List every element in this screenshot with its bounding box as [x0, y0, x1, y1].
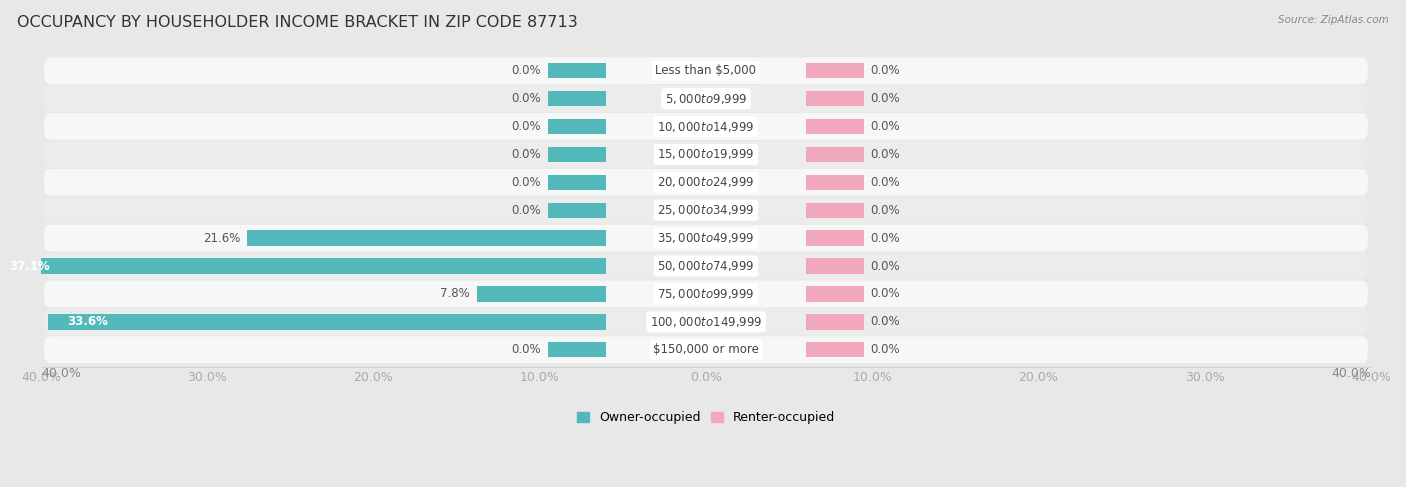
Text: $100,000 to $149,999: $100,000 to $149,999: [650, 315, 762, 329]
Text: 0.0%: 0.0%: [512, 176, 541, 189]
Text: $35,000 to $49,999: $35,000 to $49,999: [657, 231, 755, 245]
Bar: [806, 63, 863, 78]
Bar: [806, 91, 863, 106]
Text: $25,000 to $34,999: $25,000 to $34,999: [657, 203, 755, 217]
Bar: [548, 119, 606, 134]
Text: 40.0%: 40.0%: [1331, 367, 1371, 379]
FancyBboxPatch shape: [44, 197, 1368, 224]
Text: Less than $5,000: Less than $5,000: [655, 64, 756, 77]
Bar: [0, 259, 606, 274]
Bar: [806, 286, 863, 301]
Bar: [548, 147, 606, 162]
Bar: [548, 175, 606, 190]
Text: 0.0%: 0.0%: [870, 316, 900, 328]
Text: 40.0%: 40.0%: [41, 367, 80, 379]
Bar: [806, 175, 863, 190]
Text: 0.0%: 0.0%: [512, 204, 541, 217]
Text: $15,000 to $19,999: $15,000 to $19,999: [657, 148, 755, 161]
Text: 0.0%: 0.0%: [870, 176, 900, 189]
Text: 0.0%: 0.0%: [870, 148, 900, 161]
Text: 0.0%: 0.0%: [512, 120, 541, 133]
Bar: [247, 230, 606, 246]
Bar: [806, 203, 863, 218]
Text: 21.6%: 21.6%: [202, 232, 240, 244]
Text: 37.1%: 37.1%: [10, 260, 51, 273]
FancyBboxPatch shape: [44, 308, 1368, 335]
Text: $20,000 to $24,999: $20,000 to $24,999: [657, 175, 755, 189]
Text: 0.0%: 0.0%: [512, 148, 541, 161]
Text: 0.0%: 0.0%: [870, 204, 900, 217]
Text: 0.0%: 0.0%: [870, 343, 900, 356]
Bar: [548, 342, 606, 357]
Bar: [477, 286, 606, 301]
Bar: [548, 91, 606, 106]
Text: 0.0%: 0.0%: [512, 343, 541, 356]
FancyBboxPatch shape: [44, 337, 1368, 363]
Text: 0.0%: 0.0%: [870, 260, 900, 273]
Bar: [806, 230, 863, 246]
Bar: [806, 119, 863, 134]
Text: 0.0%: 0.0%: [870, 232, 900, 244]
FancyBboxPatch shape: [44, 113, 1368, 140]
FancyBboxPatch shape: [44, 169, 1368, 196]
Text: 0.0%: 0.0%: [512, 64, 541, 77]
Bar: [548, 63, 606, 78]
FancyBboxPatch shape: [44, 141, 1368, 168]
FancyBboxPatch shape: [44, 225, 1368, 252]
Text: $50,000 to $74,999: $50,000 to $74,999: [657, 259, 755, 273]
Bar: [806, 342, 863, 357]
FancyBboxPatch shape: [44, 281, 1368, 307]
Bar: [806, 314, 863, 330]
Legend: Owner-occupied, Renter-occupied: Owner-occupied, Renter-occupied: [572, 406, 841, 429]
Bar: [48, 314, 606, 330]
Text: 7.8%: 7.8%: [440, 287, 470, 300]
Text: 0.0%: 0.0%: [870, 64, 900, 77]
Bar: [806, 147, 863, 162]
Text: 33.6%: 33.6%: [67, 316, 108, 328]
Text: $75,000 to $99,999: $75,000 to $99,999: [657, 287, 755, 301]
Text: OCCUPANCY BY HOUSEHOLDER INCOME BRACKET IN ZIP CODE 87713: OCCUPANCY BY HOUSEHOLDER INCOME BRACKET …: [17, 15, 578, 30]
FancyBboxPatch shape: [44, 253, 1368, 280]
Text: Source: ZipAtlas.com: Source: ZipAtlas.com: [1278, 15, 1389, 25]
Text: $10,000 to $14,999: $10,000 to $14,999: [657, 119, 755, 133]
FancyBboxPatch shape: [44, 85, 1368, 112]
Text: $5,000 to $9,999: $5,000 to $9,999: [665, 92, 747, 106]
Text: 0.0%: 0.0%: [870, 92, 900, 105]
Text: $150,000 or more: $150,000 or more: [652, 343, 759, 356]
Text: 0.0%: 0.0%: [870, 287, 900, 300]
Bar: [806, 259, 863, 274]
Text: 0.0%: 0.0%: [870, 120, 900, 133]
Bar: [548, 203, 606, 218]
FancyBboxPatch shape: [44, 57, 1368, 84]
Text: 0.0%: 0.0%: [512, 92, 541, 105]
